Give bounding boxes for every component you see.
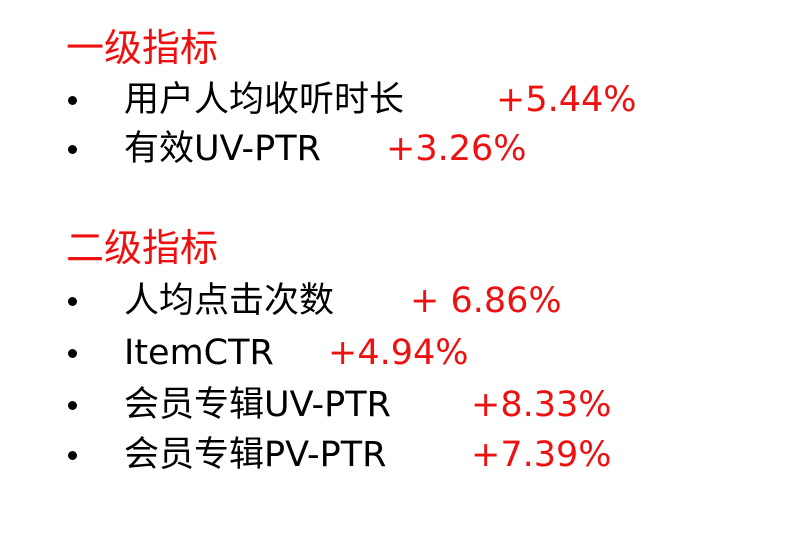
primary-metrics-heading: 一级指标 (66, 26, 219, 70)
bullet-icon (66, 401, 78, 411)
metric-label: 人均点击次数 (124, 281, 335, 321)
metric-value: +7.39% (471, 435, 612, 475)
bullet-icon (66, 297, 78, 307)
bullet-icon (66, 451, 78, 461)
bullet-icon (66, 349, 78, 359)
secondary-metrics-heading: 二级指标 (66, 226, 219, 270)
metric-value: +5.44% (496, 80, 637, 120)
metric-label: 有效UV-PTR (124, 129, 321, 169)
bullet-icon (66, 145, 78, 155)
metric-label: 会员专辑UV-PTR (124, 385, 391, 425)
metric-value: + 6.86% (410, 281, 562, 321)
metric-label: 用户人均收听时长 (124, 80, 405, 120)
bullet-icon (66, 96, 78, 106)
metric-label: ItemCTR (124, 333, 274, 373)
metric-value: +8.33% (471, 385, 612, 425)
metric-value: +3.26% (386, 129, 527, 169)
metric-label: 会员专辑PV-PTR (124, 435, 387, 475)
metric-value: +4.94% (328, 333, 469, 373)
